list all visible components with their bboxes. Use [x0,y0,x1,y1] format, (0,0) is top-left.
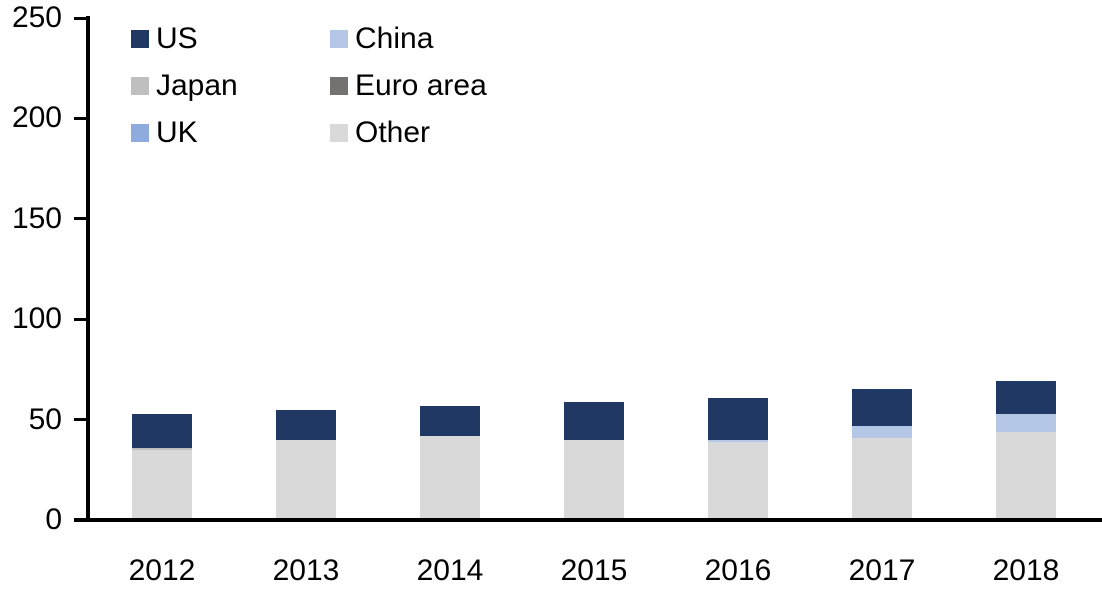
legend-item-japan: Japan [131,71,238,101]
x-tick-label-2013: 2013 [272,554,340,587]
bar-segment-other-2018 [996,431,1056,520]
legend-item-other: Other [330,118,430,148]
bar-segment-other-2016 [708,441,768,520]
legend-item-china: China [330,24,433,54]
bar-segment-other-2012 [132,449,192,520]
legend-swatch-japan [131,77,149,95]
y-tick-label-200: 200 [11,101,62,135]
legend-item-us: US [131,24,198,54]
legend-swatch-uk [131,124,149,142]
bar-segment-other-2014 [420,435,480,520]
legend-label-euro-area: Euro area [355,69,487,102]
x-tick-label-2015: 2015 [560,554,628,587]
legend-swatch-us [131,30,149,48]
legend-swatch-other [330,124,348,142]
legend-item-uk: UK [131,118,198,148]
y-tick-mark [74,317,86,321]
y-tick-label-100: 100 [11,302,62,336]
legend-swatch-china [330,30,348,48]
x-tick-label-2018: 2018 [992,554,1060,587]
legend-label-us: US [156,22,198,55]
legend-label-japan: Japan [156,69,238,102]
x-tick-label-2017: 2017 [848,554,916,587]
legend-swatch-euro-area [330,77,348,95]
x-axis-line [74,518,1102,522]
y-axis-line [86,16,90,522]
legend-label-china: China [355,22,434,55]
bar-segment-other-2015 [564,439,624,520]
y-tick-label-150: 150 [11,201,62,235]
legend-item-euro-area: Euro area [330,71,487,101]
bar-segment-other-2017 [852,437,912,520]
y-tick-label-0: 0 [45,503,62,536]
x-tick-label-2012: 2012 [128,554,196,587]
y-tick-mark [74,16,86,20]
x-tick-label-2016: 2016 [704,554,772,587]
legend-label-other: Other [355,116,431,149]
y-tick-mark [74,217,86,221]
bar-segment-other-2013 [276,439,336,520]
y-tick-mark [74,116,86,120]
y-tick-label-50: 50 [28,402,62,436]
y-tick-mark [74,418,86,422]
x-tick-label-2014: 2014 [416,554,484,587]
y-tick-label-250: 250 [11,1,62,34]
legend-label-uk: UK [156,116,198,149]
